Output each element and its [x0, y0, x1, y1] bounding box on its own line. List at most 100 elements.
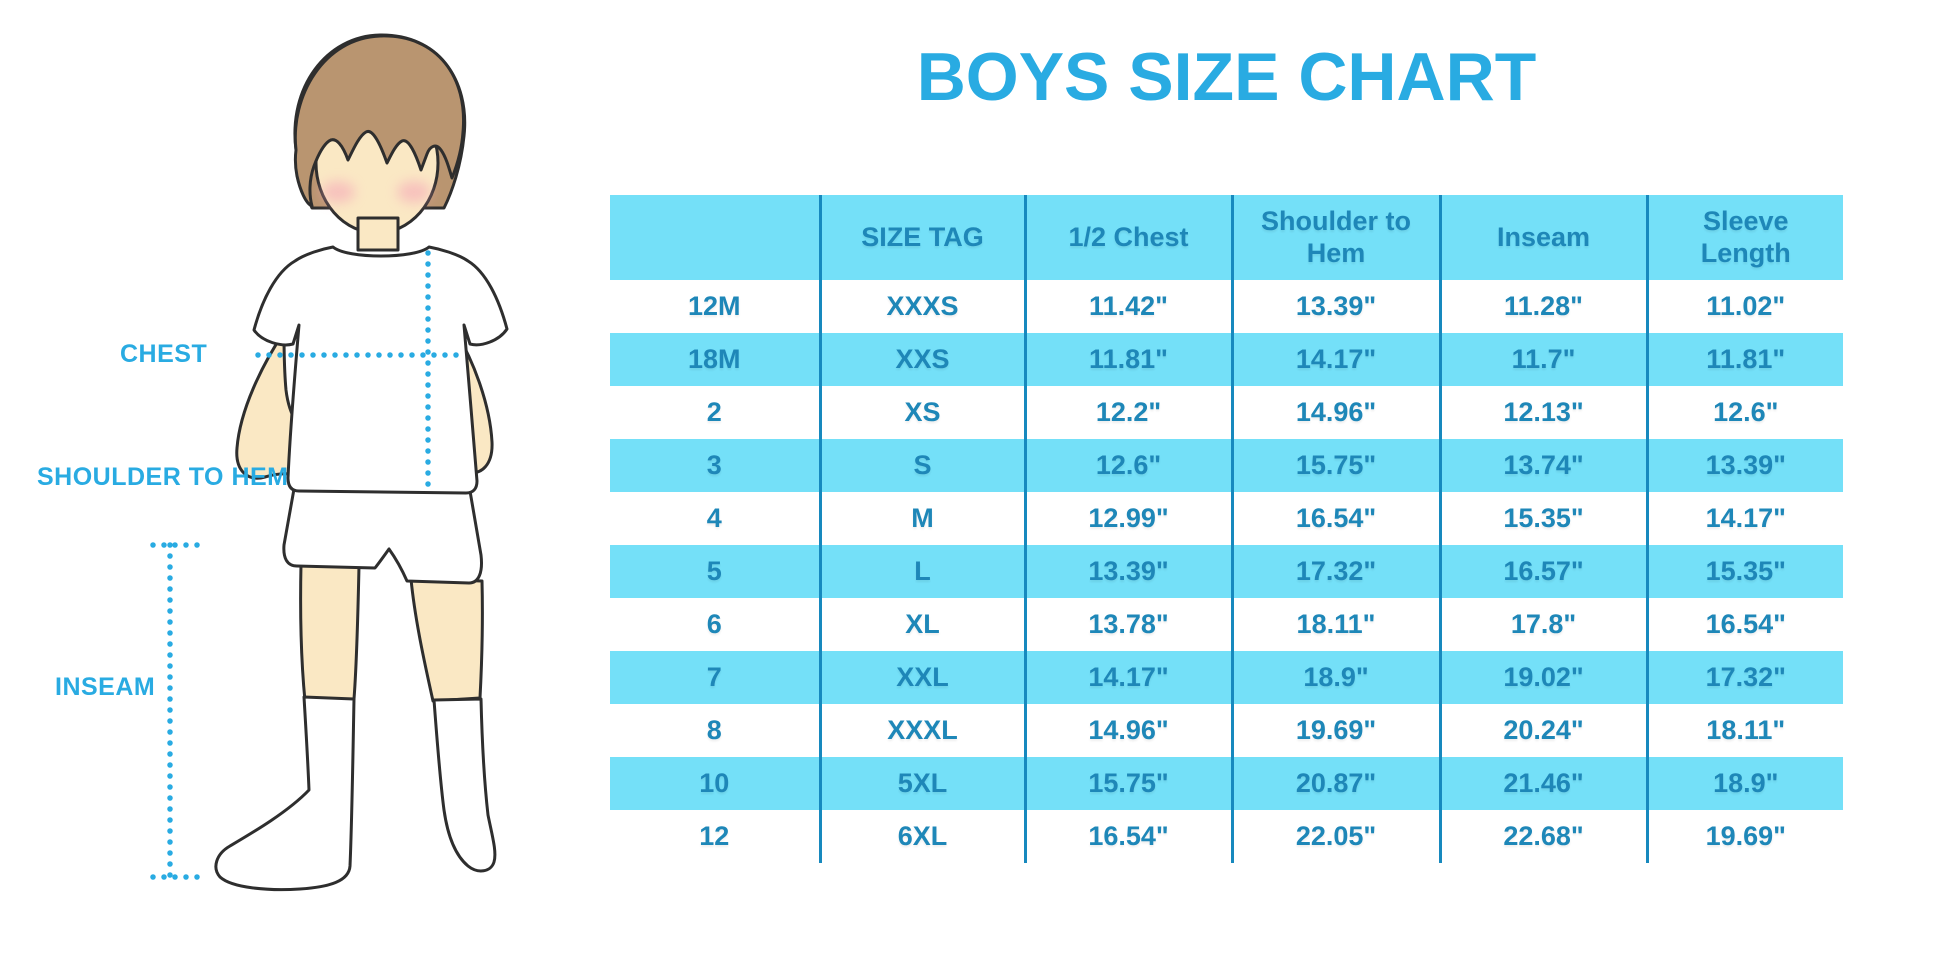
table-cell: 13.74": [1438, 439, 1647, 492]
chest-label: CHEST: [120, 340, 208, 368]
column-header: Shoulder to Hem: [1230, 195, 1440, 280]
table-cell: 6: [706, 609, 722, 639]
table-body: 12M XXXS 11.42" 13.39" 11.28" 11.02" 18M XXS 11.…: [610, 280, 1843, 863]
table-row: 12 6XL 16.54" 22.05" 22.68" 19.69": [610, 810, 1843, 863]
boy-left-cheek: [321, 181, 355, 203]
table-cell: XXXS: [818, 280, 1025, 333]
table-cell: 13.78": [1023, 598, 1232, 651]
table-cell: 18M: [610, 333, 820, 386]
table-cell: 11.02": [1645, 280, 1843, 333]
table-cell: 18.9": [1645, 757, 1843, 810]
table-cell: 17.32": [1645, 651, 1843, 704]
table-cell: 13.39": [1230, 280, 1440, 333]
boy-left-sock: [214, 695, 356, 892]
table-row: 2 XS 12.2" 14.96" 12.13" 12.6": [610, 386, 1843, 439]
table-cell: 14.96": [1230, 386, 1440, 439]
table-cell: 20.87": [1230, 757, 1440, 810]
table-cell: 12.99": [1023, 492, 1232, 545]
table-cell: 12M: [687, 291, 741, 321]
boy-right-sock: [432, 697, 497, 873]
table-cell: 4: [706, 503, 722, 533]
table-row: 3 S 12.6" 15.75" 13.74" 13.39": [610, 439, 1843, 492]
table-cell: 11.28": [1438, 280, 1647, 333]
table-cell: 17.8": [1438, 598, 1647, 651]
table-cell: 5: [610, 545, 820, 598]
table-cell: 15.35": [1438, 492, 1647, 545]
table-cell: 21.46": [1438, 757, 1647, 810]
table-cell: M: [818, 492, 1025, 545]
column-header: SIZE TAG: [818, 195, 1025, 280]
table-cell: 11.7": [1438, 333, 1647, 386]
table-cell: 16.57": [1438, 545, 1647, 598]
table-cell: S: [818, 439, 1025, 492]
column-header: [610, 195, 820, 280]
size-table: SIZE TAG 1/2 Chest Shoulder to Hem Inseam Sl…: [610, 195, 1843, 863]
boy-right-cheek: [397, 181, 431, 203]
column-header: Inseam: [1438, 195, 1647, 280]
table-cell: 18.11": [1230, 598, 1440, 651]
table-cell: 2: [706, 397, 722, 427]
table-cell: 15.35": [1645, 545, 1843, 598]
table-cell: 15.75": [1230, 439, 1440, 492]
table-row: 5 L 13.39" 17.32" 16.57" 15.35": [610, 545, 1843, 598]
table-cell: 15.75": [1023, 757, 1232, 810]
table-row: 12M XXXS 11.42" 13.39" 11.28" 11.02": [610, 280, 1843, 333]
page-title: BOYS SIZE CHART: [916, 39, 1537, 115]
table-cell: 14.96": [1023, 704, 1232, 757]
table-cell: 12.2": [1023, 386, 1232, 439]
table-cell: 16.54": [1645, 598, 1843, 651]
table-cell: 6XL: [818, 810, 1025, 863]
table-cell: 19.02": [1438, 651, 1647, 704]
table-cell: 14.17": [1230, 333, 1440, 386]
table-cell: XXS: [818, 333, 1025, 386]
shoulder-to-hem-label: SHOULDER TO HEM: [37, 463, 289, 491]
table-row: 7 XXL 14.17" 18.9" 19.02" 17.32": [610, 651, 1843, 704]
table-cell: 19.69": [1645, 810, 1843, 863]
column-header: Sleeve Length: [1645, 195, 1843, 280]
table-cell: 11.42": [1023, 280, 1232, 333]
boy-shorts: [282, 487, 483, 585]
table-cell: 10: [610, 757, 820, 810]
table-cell: 18.9": [1230, 651, 1440, 704]
table-cell: XL: [818, 598, 1025, 651]
table-cell: XXL: [818, 651, 1025, 704]
table-cell: 22.05": [1230, 810, 1440, 863]
table-row: 18M XXS 11.81" 14.17" 11.7" 11.81": [610, 333, 1843, 386]
column-header: 1/2 Chest: [1023, 195, 1232, 280]
table-row: 6 XL 13.78" 18.11" 17.8" 16.54": [610, 598, 1843, 651]
table-cell: 12.6": [1023, 439, 1232, 492]
table-cell: 12: [699, 821, 730, 851]
table-cell: 14.17": [1645, 492, 1843, 545]
table-cell: 16.54": [1230, 492, 1440, 545]
table-row: 8 XXXL 14.96" 19.69" 20.24" 18.11": [610, 704, 1843, 757]
table-cell: 17.32": [1230, 545, 1440, 598]
table-row: 10 5XL 15.75" 20.87" 21.46" 18.9": [610, 757, 1843, 810]
table-cell: 5XL: [818, 757, 1025, 810]
table-cell: 16.54": [1023, 810, 1232, 863]
table-cell: 19.69": [1230, 704, 1440, 757]
inseam-label: INSEAM: [55, 673, 156, 701]
table-cell: 20.24": [1438, 704, 1647, 757]
boy-illustration: [150, 33, 509, 892]
table-cell: 22.68": [1438, 810, 1647, 863]
table-cell: 7: [610, 651, 820, 704]
table-row: 4 M 12.99" 16.54" 15.35" 14.17": [610, 492, 1843, 545]
table-cell: 12.6": [1645, 386, 1843, 439]
table-cell: 3: [610, 439, 820, 492]
table-cell: 13.39": [1645, 439, 1843, 492]
table-cell: 12.13": [1438, 386, 1647, 439]
table-cell: XXXL: [818, 704, 1025, 757]
table-cell: 13.39": [1023, 545, 1232, 598]
boy-shirt: [252, 245, 509, 495]
boy-neck: [356, 216, 400, 252]
table-cell: L: [818, 545, 1025, 598]
boy-right-leg: [409, 577, 484, 703]
table-cell: XS: [818, 386, 1025, 439]
table-cell: 11.81": [1023, 333, 1232, 386]
table-cell: 14.17": [1023, 651, 1232, 704]
boy-hair-front: [293, 34, 466, 208]
table-header-row: SIZE TAG 1/2 Chest Shoulder to Hem Inseam Sl…: [610, 195, 1843, 280]
table-cell: 11.81": [1645, 333, 1843, 386]
table-cell: 8: [706, 715, 722, 745]
